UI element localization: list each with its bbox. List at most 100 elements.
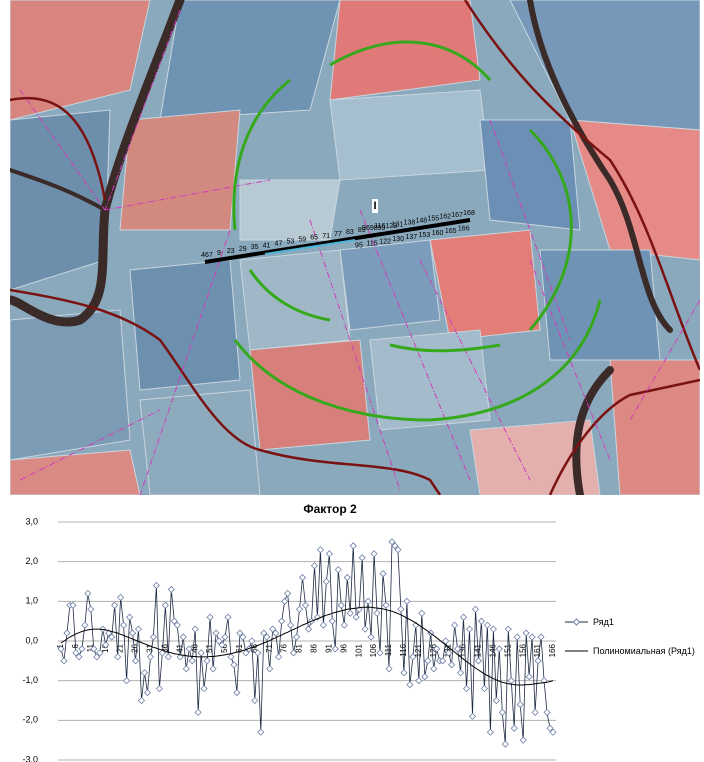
data-point [365, 598, 371, 604]
x-tick-label: 91 [324, 643, 333, 652]
data-point [347, 610, 353, 616]
data-point [189, 658, 195, 664]
data-point [505, 626, 511, 632]
data-point [484, 622, 490, 628]
transect-label: 115 [366, 240, 377, 247]
transect-label: 165 [445, 228, 457, 235]
data-point [425, 658, 431, 664]
y-tick-label: 3,0 [25, 516, 38, 526]
data-point [115, 654, 121, 660]
data-point [458, 670, 464, 676]
transect-label: 148 [416, 217, 428, 224]
data-point [64, 630, 70, 636]
data-point [141, 670, 147, 676]
transect-label: 35 [251, 244, 259, 251]
data-point [419, 610, 425, 616]
data-point [469, 713, 475, 719]
x-tick-label: 96 [339, 643, 348, 652]
transect-label: 95 [355, 242, 363, 249]
data-point [130, 630, 136, 636]
data-point [529, 634, 535, 640]
data-point [165, 654, 171, 660]
x-tick-label: 86 [310, 643, 319, 652]
data-point [526, 674, 532, 680]
data-point [192, 626, 198, 632]
data-point [359, 555, 365, 561]
x-tick-label: 71 [265, 643, 274, 652]
transect-label: 71 [322, 233, 330, 240]
data-point [475, 658, 481, 664]
data-point [61, 658, 67, 664]
transect-label: 467 [201, 252, 213, 259]
data-point [267, 666, 273, 672]
transect-label: 59 [298, 237, 306, 244]
data-point [383, 602, 389, 608]
transect-label: 77 [334, 231, 342, 238]
transect-label: 47 [275, 240, 283, 247]
transect-label: 153 [419, 232, 431, 239]
data-point [168, 586, 174, 592]
legend-marker [574, 619, 580, 625]
x-tick-label: 166 [548, 643, 557, 657]
data-point [323, 579, 329, 585]
transect-label: 155 [427, 216, 439, 223]
legend-label: Ряд1 [593, 617, 704, 628]
data-point [147, 654, 153, 660]
transect-label: 53 [286, 238, 294, 245]
data-point [353, 614, 359, 620]
data-point [481, 686, 487, 692]
data-point [153, 582, 159, 588]
transect-label: 65 [310, 235, 318, 242]
x-tick-label: 161 [533, 643, 542, 657]
data-point [362, 626, 368, 632]
data-point [329, 618, 335, 624]
data-point [231, 662, 237, 668]
data-point [183, 666, 189, 672]
data-point [523, 630, 529, 636]
y-tick-label: -2,0 [22, 715, 38, 725]
data-point [449, 662, 455, 668]
data-point [180, 634, 186, 640]
data-point [493, 698, 499, 704]
data-point [213, 630, 219, 636]
transect-label: 83 [346, 229, 354, 236]
x-tick-label: 76 [280, 643, 289, 652]
data-point [150, 634, 156, 640]
data-point [276, 654, 282, 660]
data-point [162, 602, 168, 608]
data-point [320, 622, 326, 628]
series-line [61, 542, 553, 744]
data-point [374, 610, 380, 616]
data-point [535, 658, 541, 664]
data-point [499, 709, 505, 715]
data-point [305, 626, 311, 632]
legend-label: Полиномиальная (Ряд1) [593, 646, 704, 657]
data-point [112, 602, 118, 608]
data-point [464, 686, 470, 692]
data-point [222, 634, 228, 640]
data-point [252, 698, 258, 704]
data-point [514, 634, 520, 640]
data-point [300, 575, 306, 581]
x-tick-label: 101 [354, 643, 363, 657]
data-point [520, 737, 526, 743]
data-point [431, 666, 437, 672]
x-tick-label: 106 [369, 643, 378, 657]
data-point [502, 741, 508, 747]
data-point [127, 614, 133, 620]
data-point [487, 729, 493, 735]
data-point [156, 686, 162, 692]
transect-label: 122 [379, 238, 391, 245]
transect-label: 167 [451, 212, 463, 219]
data-point [404, 598, 410, 604]
data-point [422, 674, 428, 680]
data-point [511, 725, 517, 731]
transect-label: 23 [227, 248, 235, 255]
data-point [350, 543, 356, 549]
map-marker: I [373, 200, 376, 212]
data-point [136, 626, 142, 632]
chart: Фактор 2 -3,0-2,0-1,00,01,02,03,01611162… [0, 500, 704, 762]
data-point [88, 606, 94, 612]
data-point [472, 606, 478, 612]
data-point [380, 571, 386, 577]
